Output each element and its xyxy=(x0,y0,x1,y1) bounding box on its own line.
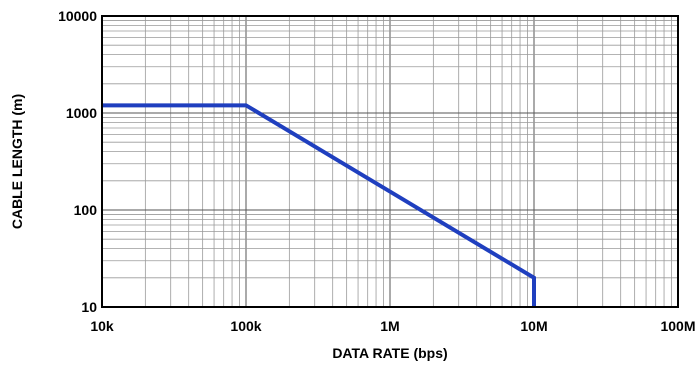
x-tick-label: 10k xyxy=(90,318,114,334)
grid xyxy=(101,16,678,308)
series-group xyxy=(102,103,536,307)
y-tick-label: 10 xyxy=(81,299,97,315)
x-tick-label: 10M xyxy=(520,318,547,334)
x-tick-label: 100k xyxy=(230,318,261,334)
y-axis-title: CABLE LENGTH (m) xyxy=(9,94,25,229)
series-line-1 xyxy=(102,103,536,307)
x-tick-label: 1M xyxy=(380,318,399,334)
x-tick-label: 100M xyxy=(660,318,695,334)
y-tick-label: 10000 xyxy=(58,8,97,24)
tick-labels: 10k 100k 1M 10M 100M 10 100 1000 10000 xyxy=(58,8,695,334)
y-tick-label: 1000 xyxy=(66,105,97,121)
y-tick-label: 100 xyxy=(74,202,98,218)
plot-frame xyxy=(101,15,679,308)
x-axis-title: DATA RATE (bps) xyxy=(332,345,447,361)
